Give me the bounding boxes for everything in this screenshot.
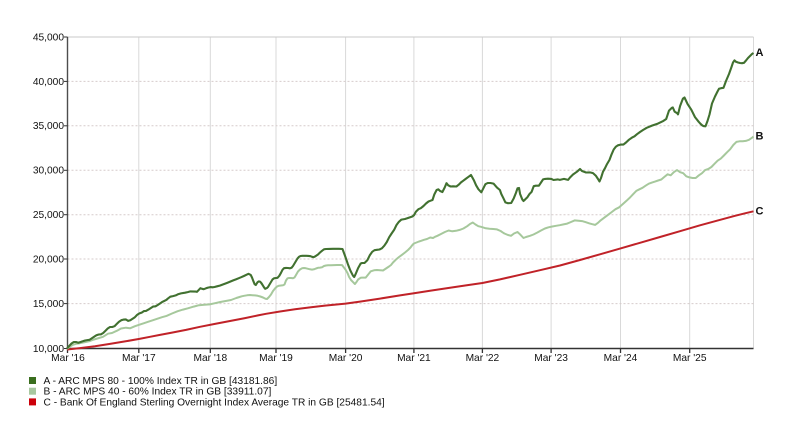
svg-text:35,000: 35,000: [33, 121, 64, 132]
svg-text:Mar '24: Mar '24: [604, 353, 638, 364]
svg-text:10,000: 10,000: [33, 344, 64, 355]
svg-text:45,000: 45,000: [33, 32, 64, 43]
svg-text:C: C: [756, 206, 764, 218]
svg-text:A - ARC MPS 80 - 100% Index TR: A - ARC MPS 80 - 100% Index TR in GB [43…: [44, 376, 278, 387]
svg-text:B - ARC MPS 40 - 60% Index TR: B - ARC MPS 40 - 60% Index TR in GB [339…: [44, 387, 272, 398]
svg-text:Mar '20: Mar '20: [329, 353, 363, 364]
svg-text:Mar '18: Mar '18: [193, 353, 227, 364]
svg-text:B: B: [756, 131, 764, 143]
svg-text:Mar '21: Mar '21: [397, 353, 431, 364]
svg-text:A: A: [756, 47, 764, 59]
svg-text:Mar '22: Mar '22: [466, 353, 500, 364]
svg-text:C - Bank Of England Sterling O: C - Bank Of England Sterling Overnight I…: [44, 397, 385, 408]
svg-text:Mar '16: Mar '16: [51, 353, 85, 364]
svg-text:Mar '25: Mar '25: [673, 353, 707, 364]
svg-text:15,000: 15,000: [33, 299, 64, 310]
svg-text:40,000: 40,000: [33, 77, 64, 88]
svg-text:Mar '23: Mar '23: [534, 353, 568, 364]
svg-text:25,000: 25,000: [33, 210, 64, 221]
svg-text:30,000: 30,000: [33, 166, 64, 177]
svg-text:Mar '17: Mar '17: [122, 353, 156, 364]
svg-text:20,000: 20,000: [33, 254, 64, 265]
svg-text:Mar '19: Mar '19: [259, 353, 293, 364]
